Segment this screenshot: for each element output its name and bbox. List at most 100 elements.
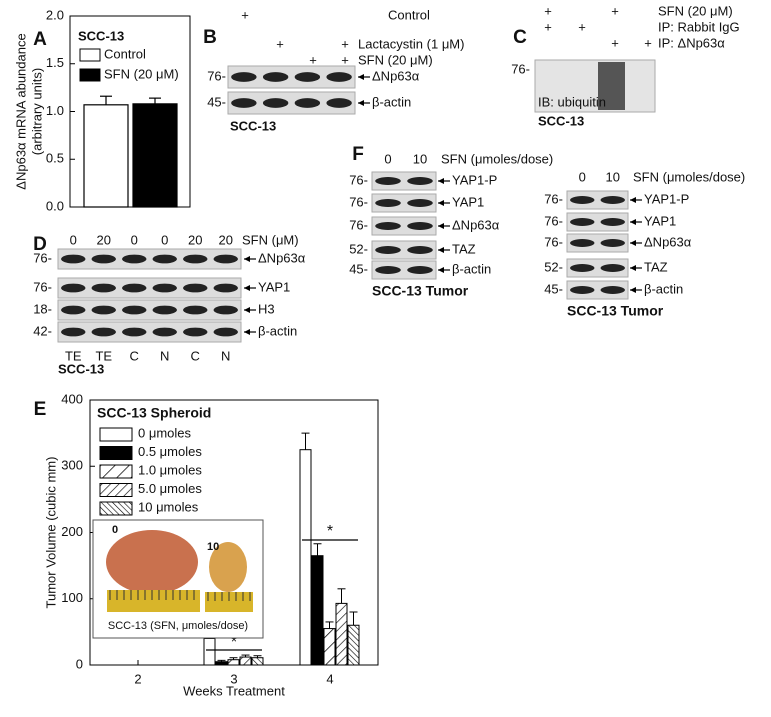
blot-band <box>183 254 208 264</box>
blot-band <box>183 283 208 293</box>
blot-band <box>375 222 401 230</box>
x-tick-label: 2 <box>134 671 141 686</box>
band-label: β-actin <box>372 94 411 109</box>
blot-band <box>294 72 321 82</box>
mw-marker: 42- <box>33 323 52 338</box>
mw-marker: 76- <box>33 279 52 294</box>
y-tick-label: 1.5 <box>46 55 64 70</box>
bar <box>203 638 216 666</box>
dose-label: 0 <box>131 232 138 247</box>
mw-marker: 18- <box>33 301 52 316</box>
probe-label: IB: ubiquitin <box>538 94 606 109</box>
treatment-label: Lactacystin (1 μM) <box>358 36 464 51</box>
arrow-head <box>630 287 636 293</box>
dose-label: 10 <box>413 151 427 166</box>
mw-marker: 76- <box>544 191 563 206</box>
lane-label: C <box>191 348 200 363</box>
y-tick-label: 0.0 <box>46 198 64 213</box>
dose-label: 20 <box>97 232 111 247</box>
blot-band <box>61 327 86 337</box>
mw-marker: 76- <box>511 61 530 76</box>
lane-sign: + <box>544 3 552 18</box>
blot-band <box>213 327 238 337</box>
legend-swatch <box>79 68 101 82</box>
caption: SCC-13 <box>538 113 584 128</box>
dose-label: 20 <box>219 232 233 247</box>
blot-band <box>294 98 321 108</box>
blot-strip <box>57 321 242 343</box>
blot-band <box>152 327 177 337</box>
treatment-label: IP: Rabbit IgG <box>658 19 740 34</box>
blot-band <box>262 72 289 82</box>
blot-band <box>407 199 433 207</box>
mw-marker: 45- <box>207 94 226 109</box>
blot-band <box>152 305 177 315</box>
x-tick-label: 3 <box>230 671 237 686</box>
blot-band <box>91 283 116 293</box>
blot-band <box>570 239 595 247</box>
lane-label: TE <box>95 348 112 363</box>
arrow-head <box>438 200 444 206</box>
lane-sign: + <box>644 35 652 50</box>
blot-smear <box>598 62 625 110</box>
blot-strip <box>371 260 437 280</box>
lane-label: N <box>221 348 230 363</box>
mw-marker: 76- <box>349 194 368 209</box>
caption: SCC-13 <box>58 361 104 376</box>
blot-band <box>600 218 625 226</box>
caption: SCC-13 Tumor <box>567 303 664 319</box>
bar <box>239 656 252 666</box>
mw-marker: 76- <box>349 172 368 187</box>
mw-marker: 76- <box>349 217 368 232</box>
treatment-label: Control <box>388 7 430 22</box>
arrow-head <box>630 219 636 225</box>
blot-band <box>61 283 86 293</box>
band-label: TAZ <box>452 241 476 256</box>
arrow-head <box>358 74 364 80</box>
blot-band <box>231 98 257 108</box>
arrow-head <box>438 247 444 253</box>
dose-label: 0 <box>579 169 586 184</box>
y-tick-label: 0.5 <box>46 151 64 166</box>
mw-marker: 52- <box>544 259 563 274</box>
legend-title: SCC-13 Spheroid <box>97 405 211 421</box>
blot-band <box>61 254 86 264</box>
blot-strip <box>57 248 242 270</box>
bar <box>311 555 324 666</box>
blot-band <box>122 283 147 293</box>
legend-label: 10 μmoles <box>138 499 199 514</box>
blot-band <box>326 98 352 108</box>
blot-band <box>213 254 238 264</box>
y-tick-label: 400 <box>61 391 83 406</box>
dose-label: 10 <box>606 169 620 184</box>
bar <box>227 659 240 666</box>
band-label: TAZ <box>644 259 668 274</box>
blot-band <box>407 266 433 274</box>
treatment-label: SFN (20 μM) <box>658 3 733 18</box>
dose-label: 0 <box>70 232 77 247</box>
tumor-photo <box>106 530 198 594</box>
bar <box>215 661 228 666</box>
bar <box>132 103 178 208</box>
dose-label: 0 <box>161 232 168 247</box>
legend-label: 5.0 μmoles <box>138 481 202 496</box>
band-label: ΔNp63α <box>644 234 692 249</box>
blot-band <box>91 327 116 337</box>
blot-band <box>231 72 257 82</box>
panel-letter: D <box>33 234 47 255</box>
blot-band <box>91 254 116 264</box>
arrow-head <box>244 285 250 291</box>
arrow-head <box>438 223 444 229</box>
lane-sign: + <box>578 19 586 34</box>
lane-sign: + <box>341 36 349 51</box>
bar <box>335 602 348 666</box>
bar <box>323 628 336 666</box>
lane-sign: + <box>309 52 317 67</box>
blot-strip <box>566 258 629 278</box>
band-label: ΔNp63α <box>452 217 500 232</box>
y-tick-label: 0 <box>76 656 83 671</box>
legend-swatch <box>99 427 133 442</box>
mw-marker: 76- <box>207 68 226 83</box>
x-tick-label: 4 <box>326 671 333 686</box>
blot-band <box>61 305 86 315</box>
